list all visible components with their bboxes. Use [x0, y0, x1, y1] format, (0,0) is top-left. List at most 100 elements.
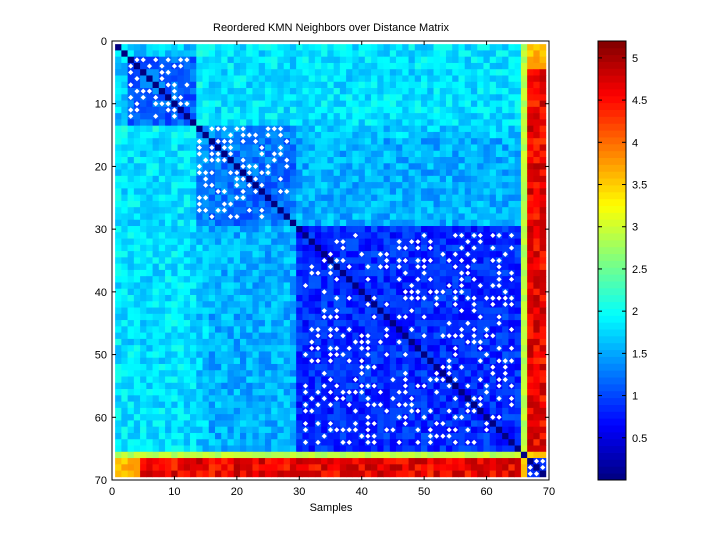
heatmap-cell — [421, 163, 428, 170]
heatmap-cell — [127, 56, 135, 64]
neighbor-marker — [140, 94, 146, 101]
heatmap-cell — [445, 313, 453, 321]
heatmap-cell — [289, 62, 297, 70]
heatmap-cell — [346, 81, 353, 89]
neighbor-marker — [240, 157, 246, 163]
heatmap-cell — [514, 75, 522, 83]
heatmap-cell — [402, 464, 409, 471]
heatmap-cell — [289, 389, 297, 396]
heatmap-cell — [283, 288, 291, 296]
heatmap-cell — [177, 244, 185, 252]
heatmap-cell — [402, 445, 409, 453]
heatmap-cell — [115, 113, 122, 120]
heatmap-cell — [171, 345, 178, 352]
heatmap-cell — [227, 269, 235, 277]
heatmap-cell — [190, 75, 197, 83]
heatmap-cell — [514, 294, 522, 302]
heatmap-cell — [433, 458, 441, 465]
heatmap-cell — [402, 100, 409, 108]
heatmap-cell — [314, 125, 322, 133]
heatmap-cell — [383, 338, 391, 346]
heatmap-cell — [439, 320, 447, 327]
heatmap-cell — [146, 376, 153, 384]
heatmap-cell — [533, 169, 540, 177]
heatmap-cell — [252, 470, 260, 478]
heatmap-cell — [358, 257, 366, 264]
heatmap-cell — [127, 276, 135, 283]
heatmap-cell — [520, 313, 528, 321]
heatmap-cell — [302, 458, 309, 465]
heatmap-cell — [152, 188, 160, 195]
heatmap-cell — [489, 144, 497, 152]
heatmap-cell — [371, 376, 378, 384]
heatmap-cell — [302, 376, 309, 384]
heatmap-cell — [477, 470, 484, 478]
heatmap-cell — [165, 332, 172, 340]
heatmap-cell — [383, 150, 391, 158]
heatmap-cell — [533, 62, 540, 70]
heatmap-cell — [196, 219, 203, 227]
heatmap-cell — [520, 106, 528, 114]
heatmap-cell — [146, 75, 153, 83]
heatmap-cell — [121, 320, 128, 327]
heatmap-cell — [445, 420, 453, 428]
heatmap-cell — [464, 100, 472, 108]
heatmap-cell — [421, 69, 428, 76]
heatmap-cell — [445, 182, 453, 189]
heatmap-cell — [152, 376, 160, 384]
heatmap-cell — [190, 363, 197, 371]
neighbor-marker — [221, 126, 227, 132]
heatmap-cell — [389, 62, 397, 70]
heatmap-cell — [171, 188, 178, 195]
heatmap-cell — [470, 62, 478, 70]
heatmap-cell — [527, 113, 534, 120]
heatmap-cell — [296, 251, 303, 258]
heatmap-cell — [133, 345, 141, 352]
heatmap-cell — [239, 113, 247, 120]
heatmap-cell — [414, 100, 422, 108]
heatmap-cell — [252, 119, 260, 127]
heatmap-cell — [314, 414, 322, 421]
heatmap-cell — [364, 169, 372, 177]
heatmap-cell — [327, 244, 334, 252]
heatmap-cell — [445, 345, 453, 352]
heatmap-cell — [121, 69, 128, 76]
heatmap-cell — [308, 44, 316, 51]
heatmap-cell — [271, 226, 278, 233]
heatmap-cell — [165, 276, 172, 283]
heatmap-cell — [227, 119, 235, 127]
heatmap-cell — [470, 464, 478, 471]
heatmap-cell — [133, 470, 141, 478]
heatmap-cell — [458, 100, 466, 108]
heatmap-cell — [477, 407, 484, 415]
heatmap-cell — [389, 294, 397, 302]
heatmap-cell — [495, 244, 503, 252]
heatmap-cell — [358, 94, 366, 101]
heatmap-cell — [377, 370, 384, 377]
heatmap-cell — [514, 338, 522, 346]
heatmap-cell — [140, 257, 147, 264]
heatmap-cell — [264, 363, 272, 371]
heatmap-cell — [202, 213, 210, 221]
heatmap-cell — [246, 238, 253, 246]
heatmap-cell — [539, 432, 547, 440]
heatmap-cell — [396, 100, 403, 108]
heatmap-cell — [352, 169, 359, 177]
heatmap-cell — [483, 62, 491, 70]
heatmap-cell — [539, 157, 547, 164]
heatmap-cell — [202, 251, 210, 258]
heatmap-cell — [302, 50, 309, 58]
heatmap-cell — [183, 69, 191, 76]
heatmap-cell — [508, 320, 516, 327]
heatmap-cell — [127, 401, 135, 409]
heatmap-cell — [421, 276, 428, 283]
heatmap-cell — [296, 157, 303, 164]
heatmap-cell — [258, 414, 266, 421]
heatmap-cell — [421, 345, 428, 352]
heatmap-cell — [264, 226, 272, 233]
heatmap-cell — [314, 169, 322, 177]
heatmap-cell — [489, 389, 497, 396]
heatmap-cell — [533, 439, 540, 446]
heatmap-cell — [140, 313, 147, 321]
heatmap-cell — [183, 407, 191, 415]
